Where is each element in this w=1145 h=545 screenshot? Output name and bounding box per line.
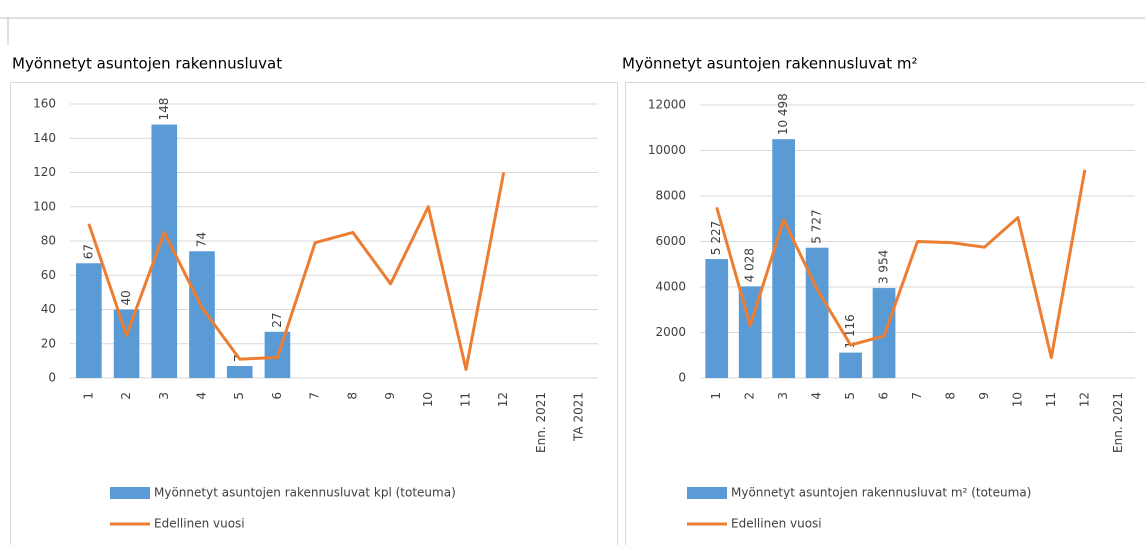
x-tick-label: 1 (81, 392, 95, 400)
chart-frame (10, 82, 618, 545)
x-tick-label: 9 (977, 392, 991, 400)
y-tick-label: 2000 (655, 325, 686, 339)
data-label: 5 727 (810, 209, 824, 243)
x-tick-label: 10 (1010, 392, 1024, 407)
line (715, 169, 1087, 360)
bar (113, 309, 140, 378)
x-tick-label: 2 (743, 392, 757, 400)
y-tick-label: 40 (41, 302, 56, 316)
data-label: 148 (157, 98, 171, 121)
x-tick-label: 7 (308, 392, 322, 400)
bar (226, 366, 253, 378)
legend-swatch (110, 487, 150, 499)
x-tick-label: 12 (1077, 392, 1091, 407)
x-tick-label: 4 (195, 392, 209, 400)
x-tick-label: 2 (119, 392, 133, 400)
x-tick-label: TA 2021 (572, 392, 586, 442)
data-label: 5 227 (709, 221, 723, 255)
y-tick-label: 140 (33, 131, 56, 145)
bar (805, 247, 829, 378)
x-tick-label: 12 (496, 392, 510, 407)
x-tick-label: 8 (943, 392, 957, 400)
legend-label: Edellinen vuosi (731, 517, 822, 531)
x-tick-label: 3 (157, 392, 171, 400)
bar (839, 352, 862, 378)
x-tick-label: Enn. 2021 (534, 392, 548, 453)
x-tick-label: 7 (910, 392, 924, 400)
y-tick-label: 0 (48, 371, 56, 385)
bar (189, 251, 215, 378)
legend-swatch (687, 487, 727, 499)
data-label: 40 (119, 290, 133, 305)
y-tick-label: 100 (33, 199, 56, 213)
bar (76, 263, 102, 378)
data-label: 67 (81, 244, 95, 259)
y-tick-label: 80 (41, 234, 56, 248)
x-tick-label: 8 (345, 392, 359, 400)
y-tick-label: 8000 (655, 189, 686, 203)
legend-label: Myönnetyt asuntojen rakennusluvat kpl (t… (154, 486, 456, 500)
y-tick-label: 120 (33, 165, 56, 179)
x-tick-label: 5 (232, 392, 246, 400)
x-tick-label: 6 (270, 392, 284, 400)
x-tick-label: 11 (1044, 392, 1058, 407)
x-tick-label: 11 (459, 392, 473, 407)
data-label: 27 (270, 312, 284, 327)
data-label: 74 (195, 232, 209, 247)
y-tick-label: 12000 (648, 98, 686, 112)
data-label: 3 954 (877, 250, 891, 284)
y-tick-label: 0 (678, 371, 686, 385)
y-tick-label: 6000 (655, 234, 686, 248)
x-tick-label: 4 (810, 392, 824, 400)
x-tick-label: 5 (843, 392, 857, 400)
chart-title: Myönnetyt asuntojen rakennusluvat m² (622, 55, 918, 73)
bar (705, 259, 729, 378)
y-tick-label: 160 (33, 97, 56, 111)
legend-label: Edellinen vuosi (154, 517, 245, 531)
y-tick-label: 20 (41, 336, 56, 350)
y-tick-label: 60 (41, 268, 56, 282)
bar (772, 139, 796, 378)
line (87, 172, 506, 371)
legend-label: Myönnetyt asuntojen rakennusluvat m² (to… (731, 486, 1031, 500)
y-tick-label: 10000 (648, 143, 686, 157)
x-tick-label: 10 (421, 392, 435, 407)
chart-frame (625, 82, 1145, 545)
data-label: 10 498 (776, 93, 790, 135)
data-label: 4 028 (743, 248, 757, 282)
x-tick-label: 1 (709, 392, 723, 400)
x-tick-label: 6 (877, 392, 891, 400)
x-tick-label: 9 (383, 392, 397, 400)
y-tick-label: 4000 (655, 280, 686, 294)
x-tick-label: 3 (776, 392, 790, 400)
x-tick-label: Enn. 2021 (1111, 392, 1125, 453)
chart-title: Myönnetyt asuntojen rakennusluvat (12, 55, 282, 73)
